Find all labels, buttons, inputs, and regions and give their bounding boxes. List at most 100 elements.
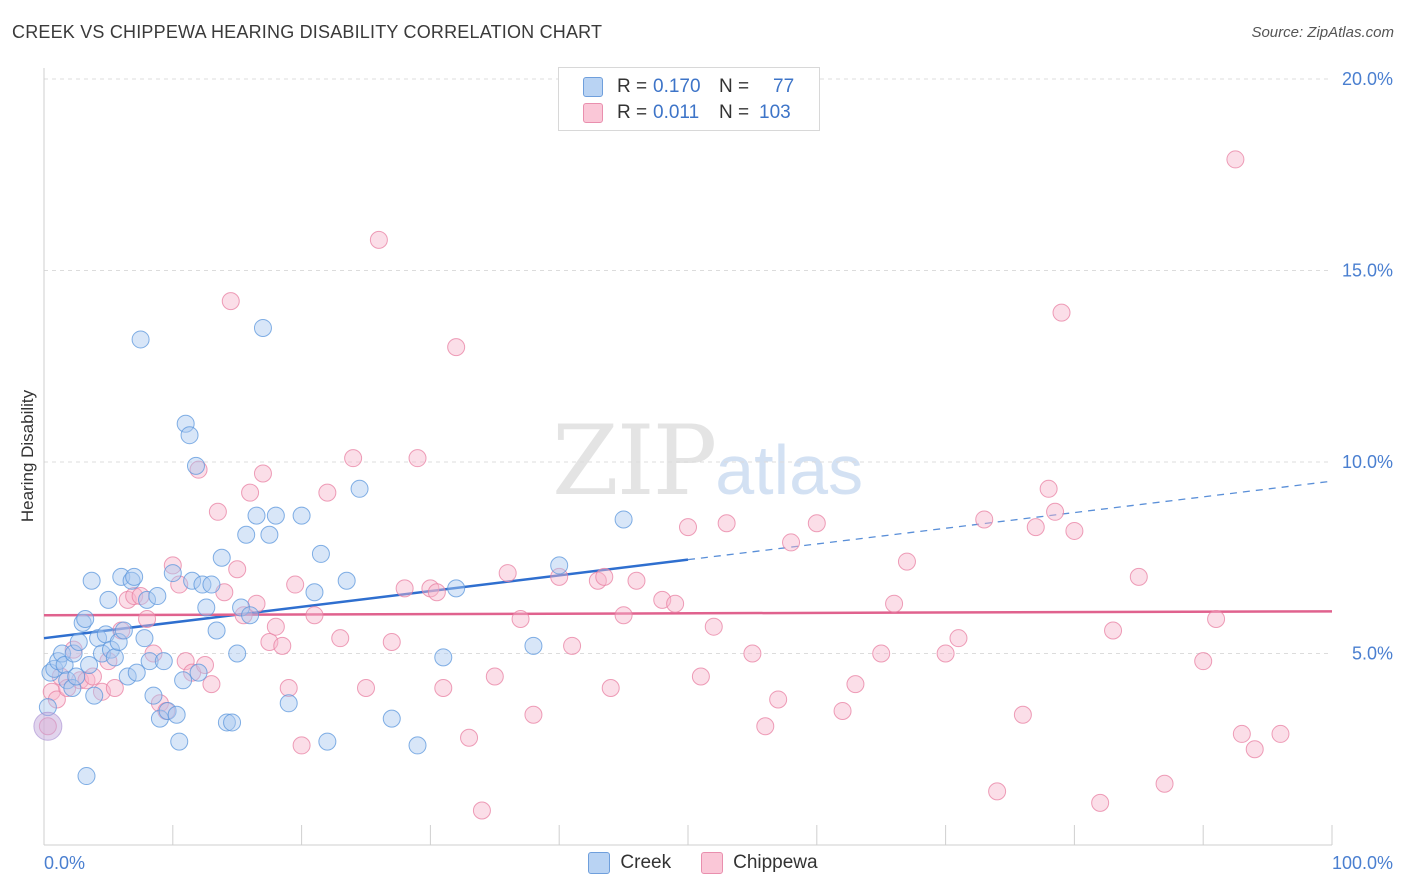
point-chippewa: [105, 678, 124, 697]
y-axis-label: Hearing Disability: [18, 389, 37, 522]
point-chippewa: [975, 510, 994, 529]
point-chippewa: [756, 717, 775, 736]
point-chippewa: [228, 560, 247, 579]
series-swatch-creek: [588, 852, 611, 874]
legend-swatch-creek: [583, 77, 603, 97]
point-chippewa: [897, 552, 916, 571]
point-chippewa: [202, 675, 221, 694]
point-chippewa: [691, 667, 710, 686]
legend-swatch-chippewa: [583, 103, 603, 123]
point-chippewa: [1271, 724, 1290, 743]
point-creek: [118, 667, 137, 686]
point-creek: [434, 648, 453, 667]
point-chippewa: [447, 338, 466, 357]
tick-labels: 5.0% 10.0% 15.0% 20.0% 0.0% 100.0% Hearing Dis…: [18, 69, 1393, 873]
point-chippewa: [279, 678, 298, 697]
legend-n-label: N =: [719, 102, 750, 123]
point-chippewa: [292, 736, 311, 755]
point-chippewa: [241, 483, 260, 502]
point-chippewa: [427, 583, 446, 602]
point-chippewa: [1091, 793, 1110, 812]
point-creek: [350, 479, 369, 498]
point-creek: [228, 644, 247, 663]
point-chippewa: [704, 617, 723, 636]
point-creek: [279, 694, 298, 713]
point-creek: [260, 525, 279, 544]
y-tick-label: 10.0%: [1342, 452, 1393, 472]
point-chippewa: [1194, 652, 1213, 671]
point-creek: [266, 506, 285, 525]
point-chippewa: [305, 606, 324, 625]
point-creek: [189, 663, 208, 682]
point-chippewa: [666, 594, 685, 613]
point-creek: [614, 510, 633, 529]
point-creek: [77, 767, 96, 786]
point-chippewa: [253, 464, 272, 483]
trend-line-creek-projection: [687, 480, 1333, 561]
point-creek: [69, 633, 88, 652]
point-creek: [217, 713, 236, 732]
x-tick-label: 0.0%: [44, 853, 85, 873]
point-chippewa: [614, 606, 633, 625]
watermark-atlas: atlas: [715, 431, 864, 509]
point-chippewa: [769, 690, 788, 709]
point-creek: [76, 610, 95, 629]
point-creek: [112, 567, 131, 586]
point-chippewa: [524, 705, 543, 724]
point-creek: [186, 456, 205, 475]
point-chippewa: [1226, 150, 1245, 169]
point-creek: [154, 652, 173, 671]
point-creek: [105, 648, 124, 667]
point-creek: [212, 548, 231, 567]
point-cluster: [33, 711, 63, 741]
point-creek: [158, 701, 177, 720]
point-chippewa: [1129, 567, 1148, 586]
point-chippewa: [1245, 740, 1264, 759]
point-chippewa: [1232, 724, 1251, 743]
point-creek: [114, 621, 133, 640]
trend-line-creek: [43, 558, 689, 640]
point-chippewa: [273, 636, 292, 655]
point-chippewa: [511, 610, 530, 629]
point-creek: [125, 567, 144, 586]
point-chippewa: [1026, 518, 1045, 537]
point-chippewa: [408, 449, 427, 468]
point-chippewa: [395, 579, 414, 598]
point-chippewa: [1052, 303, 1071, 322]
point-chippewa: [369, 230, 388, 249]
point-chippewa: [988, 782, 1007, 801]
point-creek: [197, 598, 216, 617]
point-chippewa: [563, 636, 582, 655]
point-creek: [292, 506, 311, 525]
legend-n-value: 103: [759, 102, 791, 123]
y-tick-label: 20.0%: [1342, 69, 1393, 89]
point-chippewa: [807, 514, 826, 533]
point-chippewa: [150, 694, 169, 713]
series-name-chippewa: Chippewa: [733, 852, 818, 873]
point-chippewa: [472, 801, 491, 820]
series-swatch-chippewa: [701, 852, 724, 874]
point-creek: [64, 644, 83, 663]
point-creek: [127, 663, 146, 682]
point-chippewa: [885, 594, 904, 613]
point-creek: [382, 709, 401, 728]
point-chippewa: [357, 678, 375, 697]
point-creek: [207, 621, 226, 640]
point-chippewa: [1207, 610, 1226, 629]
point-creek: [167, 705, 186, 724]
x-tick-label: 100.0%: [1332, 853, 1393, 873]
point-chippewa: [949, 629, 968, 648]
data-points: [33, 150, 1290, 820]
legend-r-label: R =: [617, 76, 648, 97]
point-creek: [337, 571, 356, 590]
point-creek: [109, 633, 128, 652]
y-tick-label: 15.0%: [1342, 261, 1393, 281]
point-creek: [305, 583, 324, 602]
point-chippewa: [679, 518, 697, 537]
point-chippewa: [331, 629, 350, 648]
point-creek: [202, 575, 221, 594]
chart-title: CREEK VS CHIPPEWA HEARING DISABILITY COR…: [12, 22, 603, 42]
legend-n-value: 77: [773, 76, 795, 97]
series-name-creek: Creek: [620, 852, 672, 873]
source-label: Source: ZipAtlas.com: [1251, 24, 1394, 41]
